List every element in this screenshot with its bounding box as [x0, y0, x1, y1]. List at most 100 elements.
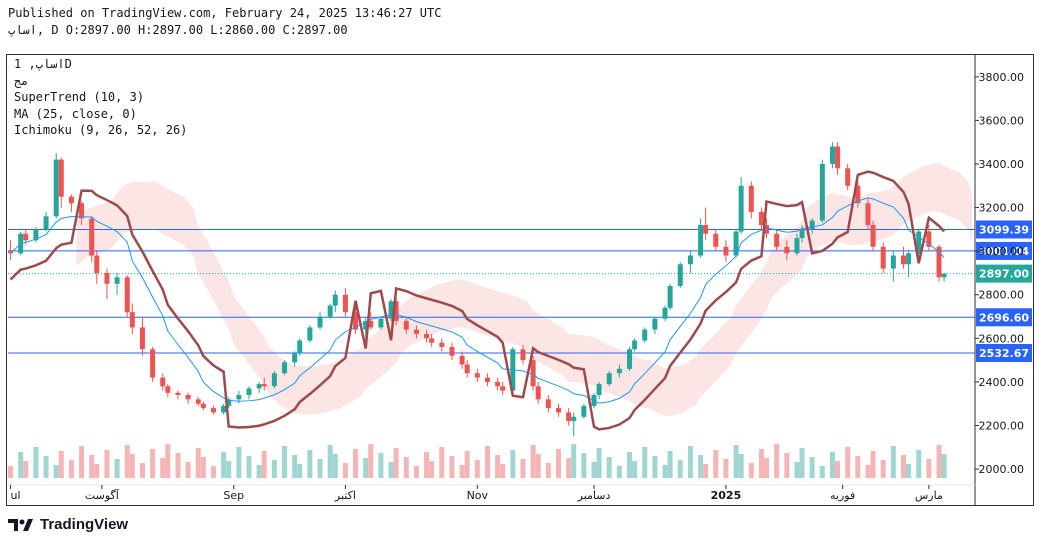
candle-body	[33, 229, 39, 241]
volume-bar	[794, 462, 800, 478]
candle-body	[495, 381, 501, 387]
y-tick-label: 2000.00	[979, 463, 1025, 476]
volume-bar	[764, 458, 770, 478]
volume-bars	[8, 444, 947, 478]
candle-body	[307, 327, 313, 341]
candle-body	[555, 408, 561, 413]
indicator-lines	[9, 170, 946, 431]
volume-bar	[510, 450, 516, 478]
price-line-label: 2696.60	[979, 311, 1029, 324]
candle-body	[723, 246, 729, 256]
y-tick-label: 3600.00	[979, 114, 1025, 127]
candle-body	[571, 416, 577, 422]
published-caption: Published on TradingView.com, February 2…	[8, 6, 442, 20]
candle-body	[464, 364, 470, 374]
volume-bar	[865, 465, 871, 478]
candle-body	[784, 246, 790, 254]
indicator-legend: اساپ, 1D مج SuperTrend (10, 3) MA (25, c…	[14, 56, 187, 139]
y-axis: 2000.00 2200.00 2400.00 2600.00 2800.00 3000.…	[974, 55, 1025, 506]
volume-bar	[89, 455, 95, 478]
volume-bar	[890, 446, 896, 478]
candle-body	[474, 373, 480, 378]
candle-body	[195, 399, 201, 404]
candle-body	[652, 318, 658, 330]
x-tick-label: اکتبر	[334, 489, 356, 502]
volume-bar	[292, 455, 298, 478]
volume-bar	[378, 453, 384, 478]
candle-body	[58, 159, 64, 197]
candle-body	[292, 353, 298, 363]
price-line-tag	[976, 220, 1032, 239]
ma-line	[10, 197, 945, 404]
last-price-label: 2897.00	[979, 268, 1029, 281]
x-axis: ul آگوست Sep اکتبر Nov دسامبر 2025 فوریه مارس	[8, 484, 975, 502]
volume-bar	[713, 450, 719, 478]
y-tick-label: 2600.00	[979, 332, 1025, 345]
volume-bar	[855, 456, 861, 478]
candle-body	[713, 233, 719, 247]
volume-bar	[581, 453, 587, 478]
candle-body	[368, 320, 374, 328]
volume-bar	[388, 462, 394, 478]
candle-body	[566, 412, 572, 422]
volume-bar	[799, 448, 805, 478]
volume-bar	[901, 455, 907, 478]
volume-bar	[104, 450, 110, 478]
volume-bar	[530, 445, 536, 478]
volume-bar	[555, 449, 561, 478]
price-lines: 3099.39 3001.04 2696.60 2532.67 2897.00	[8, 220, 1032, 363]
candle-body	[616, 368, 622, 374]
x-tick-label: Nov	[467, 489, 489, 502]
candle-body	[748, 185, 754, 212]
candle-body	[363, 320, 369, 330]
candle-body	[413, 329, 419, 334]
volume-bar	[150, 449, 156, 478]
candle-body	[738, 185, 744, 232]
candle-body	[642, 329, 648, 341]
candle-body	[916, 231, 922, 254]
y-tick-label: 2200.00	[979, 420, 1025, 433]
volume-bar	[880, 460, 886, 478]
candle-body	[221, 405, 227, 413]
price-line-tag	[976, 344, 1032, 363]
volume-bar	[941, 454, 947, 478]
candle-body	[535, 386, 541, 400]
candle-body	[353, 312, 359, 330]
candle-body	[210, 408, 216, 413]
volume-bar	[784, 453, 790, 478]
price-line-tag	[976, 308, 1032, 327]
volume-bar	[79, 446, 85, 478]
candle-body	[698, 225, 704, 256]
volume-bar	[18, 452, 24, 478]
chart-frame	[6, 54, 1034, 506]
candle-body	[703, 225, 709, 234]
volume-bar	[246, 456, 252, 478]
volume-bar	[677, 460, 683, 478]
candle-body	[799, 229, 805, 239]
cloud-area	[76, 163, 972, 417]
volume-bar	[616, 466, 622, 478]
volume-bar	[632, 461, 638, 478]
volume-bar	[495, 455, 501, 478]
candle-body	[23, 233, 29, 241]
volume-bar	[43, 456, 49, 478]
volume-bar	[667, 451, 673, 478]
candle-body	[667, 286, 673, 308]
volume-bar	[160, 458, 166, 478]
price-line-label: 2532.67	[979, 347, 1029, 360]
tradingview-brand[interactable]: TradingView	[8, 516, 128, 533]
supertrend-line	[9, 170, 946, 431]
candle-body	[809, 220, 815, 230]
legend-ma[interactable]: MA (25, close, 0)	[14, 106, 137, 121]
candle-body	[342, 294, 348, 313]
volume-bar	[596, 448, 602, 478]
legend-supertrend[interactable]: SuperTrend (10, 3)	[14, 90, 145, 104]
candle-body	[449, 347, 455, 356]
candle-body	[459, 355, 465, 365]
y-tick-label: 3200.00	[979, 202, 1025, 215]
candle-body	[429, 338, 435, 343]
legend-ichimoku[interactable]: Ichimoku (9, 26, 52, 26)	[14, 123, 188, 137]
candle-body	[94, 255, 100, 273]
volume-bar	[236, 447, 242, 478]
